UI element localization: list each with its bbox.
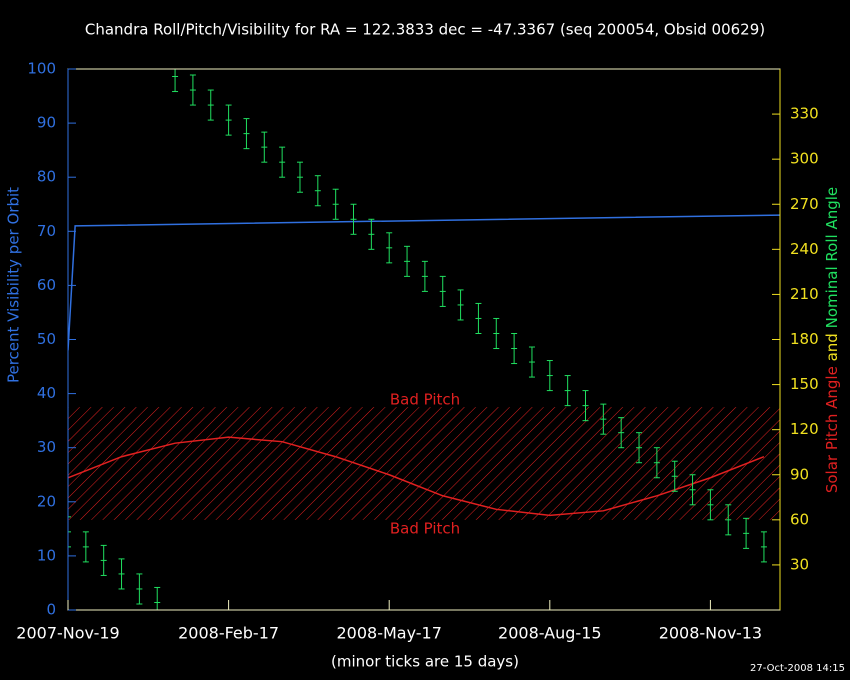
roll-bar	[636, 432, 643, 464]
y2-axis-label: Solar Pitch Angle and Nominal Roll Angle	[823, 187, 841, 493]
roll-bar	[296, 161, 303, 193]
roll-bar	[457, 289, 464, 321]
roll-bar	[707, 489, 714, 521]
roll-bar	[82, 531, 89, 563]
y-tick-label: 100	[27, 60, 56, 78]
y2-tick-label: 300	[790, 150, 819, 168]
x-tick-label: 2007-Nov-19	[16, 624, 119, 643]
y-tick-label: 20	[37, 492, 56, 510]
y2-tick-label: 240	[790, 240, 819, 258]
roll-bar	[368, 218, 375, 250]
roll-bar	[261, 131, 268, 163]
bad-pitch-label: Bad Pitch	[390, 391, 460, 409]
series-line	[68, 436, 765, 517]
y-tick-label: 50	[37, 330, 56, 348]
roll-bar	[314, 175, 321, 207]
y2-tick-label: 90	[790, 465, 809, 483]
roll-bar	[207, 89, 214, 121]
y-tick-label: 60	[37, 276, 56, 294]
roll-bar	[118, 558, 125, 590]
y-tick-label: 80	[37, 168, 56, 186]
bad-pitch-band	[68, 407, 780, 520]
plot-area	[68, 69, 780, 610]
roll-bar	[279, 146, 286, 178]
y2-tick-label: 120	[790, 420, 819, 438]
roll-bar	[600, 403, 607, 435]
x-axis-label: (minor ticks are 15 days)	[331, 653, 519, 671]
roll-bar	[136, 573, 143, 605]
roll-bar	[653, 447, 660, 479]
roll-bar	[404, 245, 411, 277]
roll-bar	[68, 516, 71, 548]
y2-tick-label: 180	[790, 330, 819, 348]
y2-tick-label: 330	[790, 105, 819, 123]
y2-tick-label: 60	[790, 510, 809, 528]
roll-bar	[172, 69, 179, 93]
y2-tick-label: 210	[790, 285, 819, 303]
y2-tick-label: 270	[790, 195, 819, 213]
roll-bar	[725, 504, 732, 536]
roll-bar	[582, 390, 589, 422]
y2-tick-label: 150	[790, 375, 819, 393]
x-tick-label: 2008-Aug-15	[498, 624, 602, 643]
y-axis-label: Percent Visibility per Orbit	[5, 187, 23, 383]
y2-axis-label-part: Solar Pitch Angle	[823, 366, 841, 493]
series-line	[68, 214, 780, 351]
y-tick-label: 30	[37, 438, 56, 456]
y2-axis-label-part: and	[823, 333, 841, 361]
y-tick-label: 90	[37, 114, 56, 132]
timestamp: 27-Oct-2008 14:15	[750, 663, 845, 674]
roll-bar	[421, 260, 428, 292]
y2-axis-label-part: Nominal Roll Angle	[823, 187, 841, 329]
roll-bar	[618, 417, 625, 449]
roll-bar	[243, 118, 250, 150]
roll-bar	[154, 586, 161, 610]
x-tick-label: 2008-Feb-17	[178, 624, 279, 643]
y-tick-label: 70	[37, 222, 56, 240]
roll-bar	[546, 360, 553, 392]
roll-bar	[511, 332, 518, 365]
roll-bar	[350, 203, 357, 235]
roll-bar	[386, 232, 393, 264]
y-tick-label: 40	[37, 384, 56, 402]
roll-bar	[100, 544, 107, 576]
roll-bar	[475, 302, 482, 334]
bad-pitch-label: Bad Pitch	[390, 519, 460, 537]
chart-title: Chandra Roll/Pitch/Visibility for RA = 1…	[85, 21, 765, 39]
roll-bar	[671, 460, 678, 492]
roll-bar	[493, 317, 500, 350]
roll-bar	[439, 275, 446, 307]
y-tick-label: 10	[37, 546, 56, 564]
x-tick-label: 2008-May-17	[336, 624, 441, 643]
roll-bar	[564, 375, 571, 407]
roll-bar	[332, 188, 339, 220]
roll-bar	[528, 346, 535, 378]
x-tick-label: 2008-Nov-13	[659, 624, 762, 643]
roll-bar	[689, 474, 696, 506]
roll-bar	[225, 104, 232, 136]
roll-bar	[743, 517, 750, 549]
y-tick-label: 0	[46, 601, 56, 619]
roll-bar	[189, 74, 196, 106]
y2-tick-label: 30	[790, 555, 809, 573]
roll-bar	[760, 531, 767, 563]
